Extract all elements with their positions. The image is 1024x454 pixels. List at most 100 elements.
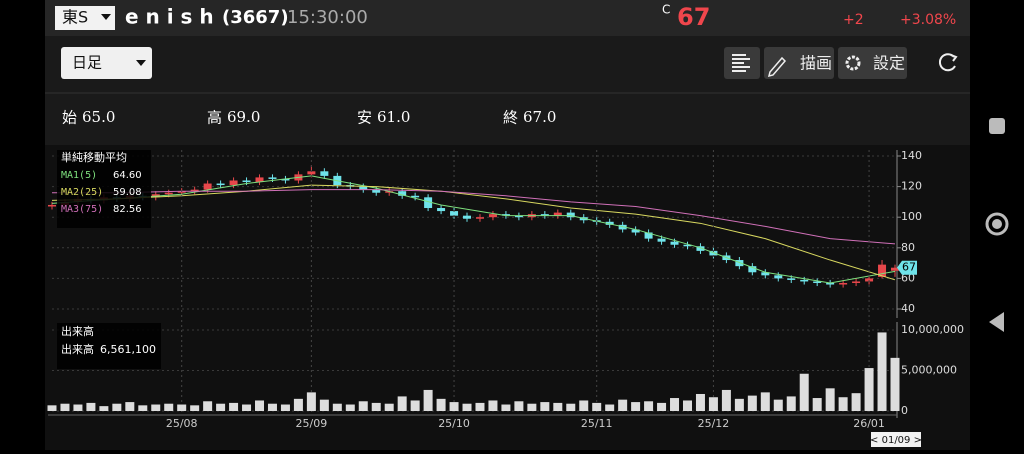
legend-value: 82.56 xyxy=(113,204,142,215)
volume-bar xyxy=(864,368,874,411)
candle-body xyxy=(164,192,173,195)
legend-value: 59.08 xyxy=(113,187,142,198)
volume-bar xyxy=(851,393,861,411)
volume-bar xyxy=(242,404,252,411)
candle-body xyxy=(800,279,809,282)
volume-bar xyxy=(255,400,265,411)
legend-name: MA3(75) xyxy=(61,204,103,215)
ohlc-value: 69.0 xyxy=(227,108,260,126)
candle-body xyxy=(229,180,238,186)
button-bg[interactable] xyxy=(838,47,907,79)
volume-bar xyxy=(462,403,472,411)
period[interactable]: 日足 xyxy=(72,54,102,72)
volume-bar xyxy=(773,399,783,411)
volume-bar xyxy=(501,404,511,411)
volume-bar xyxy=(229,402,239,411)
volume-bar xyxy=(812,398,822,411)
volume-bar xyxy=(164,403,174,411)
candle-body xyxy=(437,208,446,212)
ohlc-value: 61.0 xyxy=(377,108,410,126)
draw-button[interactable]: 描画 xyxy=(764,47,834,79)
ohlc-value: 67.0 xyxy=(523,108,556,126)
list-button[interactable] xyxy=(724,47,760,79)
volume-bar xyxy=(332,403,342,411)
button-bg[interactable] xyxy=(764,47,834,79)
volume-bar xyxy=(73,404,83,411)
market[interactable]: 東S xyxy=(62,8,88,27)
period-select[interactable]: 日足 xyxy=(61,47,152,79)
volume-bar xyxy=(708,397,718,411)
nav-recent[interactable] xyxy=(989,118,1005,134)
ohlc-label: 始 xyxy=(62,109,77,127)
volume-bar xyxy=(786,396,796,411)
candle-body xyxy=(48,204,56,207)
nav-home[interactable] xyxy=(985,212,1009,236)
candle-body xyxy=(865,278,874,282)
candle-body xyxy=(501,214,510,216)
candle-body xyxy=(566,212,575,218)
volume-bar xyxy=(760,392,770,411)
x-tick-label: 26/01 xyxy=(853,417,885,430)
volume-bar xyxy=(618,399,628,411)
candle-body xyxy=(761,272,770,276)
volume-bar xyxy=(475,402,485,411)
candle-body xyxy=(463,215,472,219)
settings-button[interactable]: 設定 xyxy=(838,47,907,79)
candle-body xyxy=(774,275,783,279)
list-icon xyxy=(732,54,750,72)
candle-body xyxy=(787,278,796,280)
refresh-icon[interactable] xyxy=(938,53,956,72)
legend-box xyxy=(57,150,151,228)
period-select-box[interactable] xyxy=(61,47,152,79)
ohlc-summary: 始 65.0 高 69.0 安 61.0 終 67.0 xyxy=(62,108,556,127)
price-tag: 67 xyxy=(902,261,916,274)
volume-bar xyxy=(151,404,161,411)
volume-bar xyxy=(890,357,900,411)
x-tick-label: 25/09 xyxy=(296,417,328,430)
volume-bar xyxy=(514,401,524,411)
candle-body xyxy=(813,281,822,283)
legend-title: 単純移動平均 xyxy=(61,150,127,164)
candle-body xyxy=(852,281,861,283)
candle-body xyxy=(268,177,277,179)
candle-body xyxy=(320,171,329,176)
refresh-arrow[interactable] xyxy=(950,54,958,62)
ma-line xyxy=(51,175,896,284)
candle-body xyxy=(242,180,251,183)
nav-back[interactable] xyxy=(989,312,1004,332)
settings-label[interactable]: 設定 xyxy=(873,54,905,73)
x-tick-label: 25/12 xyxy=(698,417,730,430)
draw-label[interactable]: 描画 xyxy=(800,54,832,73)
volume-bar xyxy=(670,398,680,411)
candle-body xyxy=(411,195,420,198)
ma-line xyxy=(52,189,896,245)
gear-icon xyxy=(845,55,861,71)
y-tick-label: 100 xyxy=(901,210,922,223)
candle-body xyxy=(424,197,433,209)
volume-bar xyxy=(682,400,692,411)
candle-body xyxy=(372,189,381,193)
market-select[interactable]: 東S xyxy=(55,6,115,30)
candle-body xyxy=(307,171,316,175)
header-bar xyxy=(45,0,970,36)
x-tick-label: 25/10 xyxy=(438,417,470,430)
candle-body xyxy=(735,260,744,267)
candle-body xyxy=(488,214,497,218)
y-tick-label: 5,000,000 xyxy=(901,364,957,377)
legend-value: 64.60 xyxy=(113,170,142,181)
volume-bar xyxy=(566,403,576,411)
candle-body xyxy=(514,215,523,218)
volume-bar xyxy=(280,404,290,411)
dropdown-arrow xyxy=(101,14,111,20)
candle-body xyxy=(255,177,264,183)
volume-bar xyxy=(605,404,615,411)
time: 15:30:00 xyxy=(287,7,368,28)
volume-bar xyxy=(99,406,109,411)
volume-bar xyxy=(799,373,809,411)
volume-bar xyxy=(112,403,122,411)
candle-body xyxy=(540,214,549,216)
volume-bar xyxy=(644,401,654,411)
cursor-tag: < 01/09 > xyxy=(870,435,922,446)
volume-bar xyxy=(358,401,368,411)
legend-box xyxy=(57,323,161,369)
